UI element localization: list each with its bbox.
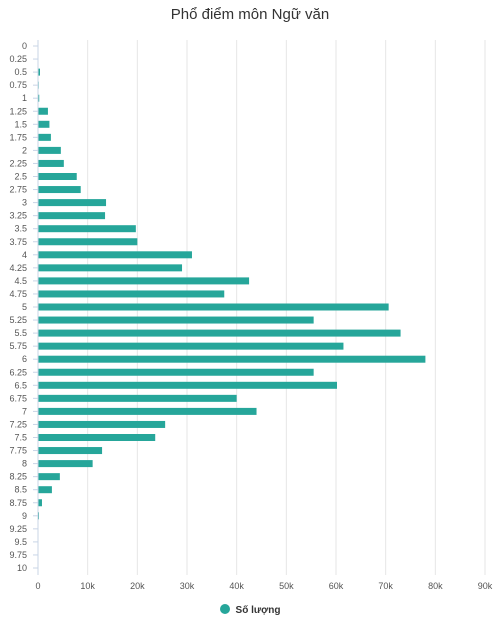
bar [38,238,138,246]
bar [38,381,337,389]
y-tick-label: 8.75 [9,498,27,508]
bar [38,264,183,272]
y-tick-label: 2.75 [9,185,27,195]
bar [38,303,389,311]
x-tick-label: 90k [478,581,493,591]
y-tick-label: 0 [22,41,27,51]
y-tick-label: 7.75 [9,446,27,456]
y-tick-label: 3 [22,198,27,208]
x-tick-label: 20k [130,581,145,591]
y-tick-label: 8.25 [9,472,27,482]
y-tick-label: 6.75 [9,393,27,403]
bar [38,473,60,481]
y-tick-label: 10 [17,563,27,573]
bar [38,499,42,507]
x-tick-label: 10k [80,581,95,591]
y-tick-label: 3.5 [14,224,27,234]
x-tick-label: 70k [378,581,393,591]
bar [38,146,61,154]
y-tick-label: 7.5 [14,433,27,443]
y-tick-label: 9.75 [9,550,27,560]
bar [38,329,401,337]
legend-label: Số lượng [235,605,281,616]
bar [38,159,64,167]
bar [38,133,51,141]
y-tick-label: 2.25 [9,158,27,168]
y-tick-label: 4.75 [9,289,27,299]
bar [38,355,426,363]
bars [38,68,426,520]
bar [38,420,166,428]
y-tick-label: 3.75 [9,237,27,247]
bar [38,173,77,180]
bar [38,94,40,102]
bar [38,107,48,115]
y-tick-label: 8.5 [14,485,27,495]
y-tick-label: 1.75 [9,132,27,142]
bar [38,277,250,285]
bar [38,186,81,194]
y-tick-label: 4.5 [14,276,27,286]
y-tick-label: 0.75 [9,80,27,90]
y-tick-label: 9 [22,511,27,521]
y-tick-label: 8 [22,459,27,469]
y-tick-label: 9.5 [14,537,27,547]
y-tick-label: 0.25 [9,54,27,64]
bar [38,316,314,324]
y-tick-label: 7 [22,406,27,416]
x-tick-label: 80k [428,581,443,591]
y-tick-label: 1.25 [9,106,27,116]
bar [38,199,107,207]
bar [38,225,136,233]
y-tick-label: 9.25 [9,524,27,534]
bar [38,447,103,455]
chart-title: Phổ điểm môn Ngữ văn [170,6,330,23]
x-tick-label: 50k [279,581,294,591]
x-tick-label: 30k [180,581,195,591]
bar [38,486,52,494]
y-tick-label: 2 [22,145,27,155]
y-tick-label: 4.25 [9,263,27,273]
bar [38,290,225,298]
bar [38,434,156,441]
y-tick-label: 5.75 [9,341,27,351]
bar [38,120,50,128]
x-tick-label: 60k [329,581,344,591]
axes: 0 10k 20k 30k 40k 50k 60k 70k 80k 90k 0 0.25 0.5 0.75… [9,40,493,591]
legend-marker [219,604,230,614]
bar [38,251,192,259]
x-tick-label: 0 [35,581,40,591]
bar [38,68,40,76]
legend[interactable]: Số lượng [0,604,500,616]
y-tick-label: 7.25 [9,419,27,429]
y-tick-label: 1 [22,93,27,103]
bar [38,368,314,376]
y-tick-label: 5 [22,302,27,312]
y-tick-label: 5.25 [9,315,27,325]
x-tick-label: 40k [229,581,244,591]
y-tick-label: 6.25 [9,367,27,377]
y-tick-label: 0.5 [14,67,27,77]
y-tick-label: 6.5 [14,380,27,390]
y-tick-label: 4 [22,250,27,260]
bar [38,212,106,220]
y-tick-label: 5.5 [14,328,27,338]
bar [38,342,344,350]
y-tick-label: 2.5 [14,172,27,182]
bar [38,460,93,468]
bar [38,407,257,415]
bar [38,394,237,402]
y-tick-label: 6 [22,354,27,364]
y-tick-label: 3.25 [9,211,27,221]
y-tick-label: 1.5 [14,119,27,129]
